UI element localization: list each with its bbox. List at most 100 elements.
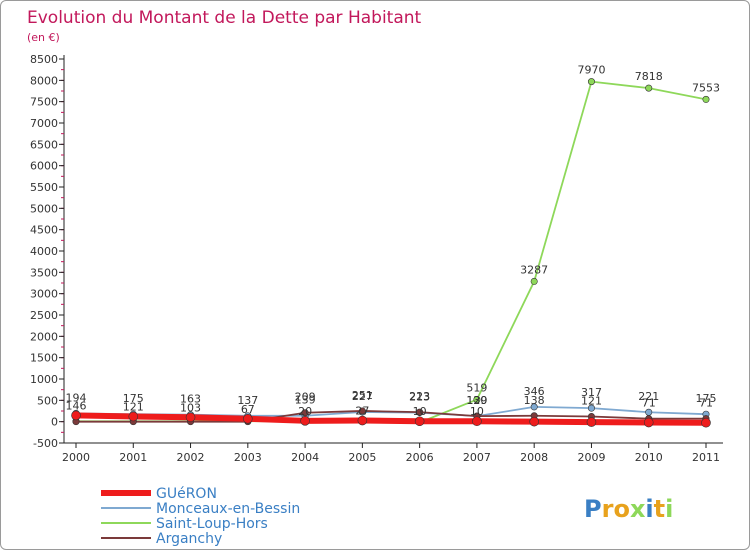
brand-letter: o: [613, 495, 630, 523]
x-tick-label: 2007: [463, 451, 491, 464]
series-line: [76, 80, 707, 424]
data-point: [529, 416, 539, 427]
data-label: 10: [413, 405, 427, 418]
data-label: 67: [241, 403, 255, 416]
y-tick-label: 4000: [30, 245, 58, 258]
brand-letter: i: [645, 495, 653, 523]
data-point: [416, 408, 424, 416]
data-point: [71, 410, 81, 421]
data-label: 221: [638, 390, 659, 403]
data-label: 213: [409, 391, 430, 404]
y-tick-label: 0: [51, 416, 58, 429]
data-point: [645, 84, 653, 92]
x-tick-label: 2000: [62, 451, 90, 464]
brand-letter: t: [654, 495, 665, 523]
series-lines: [71, 78, 711, 428]
brand-letter: P: [584, 495, 602, 523]
data-label: 139: [295, 394, 316, 407]
x-tick-label: 2010: [635, 451, 663, 464]
data-point: [300, 416, 310, 426]
legend-label: Monceaux-en-Bessin: [156, 501, 300, 517]
data-point: [587, 404, 595, 412]
data-label: 27: [355, 405, 369, 418]
data-label: 71: [699, 397, 713, 410]
data-label: 346: [524, 385, 545, 398]
data-point: [530, 277, 538, 285]
data-point: [128, 411, 139, 422]
data-label: 71: [642, 397, 656, 410]
x-tick-label: 2001: [119, 451, 147, 464]
y-tick-label: 2000: [30, 330, 58, 343]
x-tick-label: 2009: [577, 451, 605, 464]
x-tick-label: 2011: [692, 451, 720, 464]
data-label: 130: [466, 394, 487, 407]
data-label: 519: [466, 382, 487, 395]
data-label: 163: [180, 393, 201, 406]
data-point: [701, 417, 711, 428]
y-tick-label: 1500: [30, 352, 58, 365]
data-labels: 146 121 103 67 20 27 10 10 194 175 163 137 139 227 213…: [66, 64, 721, 419]
y-tick-label: 8500: [30, 53, 58, 66]
y-tick-label: 5500: [30, 181, 58, 194]
data-point: [473, 396, 481, 404]
legend-label: Arganchy: [156, 531, 222, 547]
y-tick-label: 5000: [30, 202, 58, 215]
data-label: 20: [298, 405, 312, 418]
axes: -500 0 500 1000 1500 2000 2500 3000 3500 4000 4500…: [30, 53, 723, 464]
chart-title: Evolution du Montant de la Dette par Hab…: [27, 8, 422, 28]
y-tick-label: 500: [37, 394, 58, 407]
data-label: 10: [470, 405, 484, 418]
series-line: [76, 410, 706, 423]
data-label: 121: [581, 395, 602, 408]
y-tick-label: 7500: [30, 96, 58, 109]
data-point: [587, 78, 595, 86]
data-point: [185, 412, 196, 423]
data-point: [645, 408, 653, 416]
brand-logo: Proxiti: [584, 495, 673, 523]
data-point: [472, 416, 482, 427]
y-tick-label: 3500: [30, 266, 58, 279]
brand-letter: i: [665, 495, 673, 523]
data-point: [358, 407, 366, 415]
data-label: 138: [524, 394, 545, 407]
data-label: 7818: [635, 70, 663, 83]
legend-label: Saint-Loup-Hors: [156, 516, 268, 532]
chart-subtitle: (en €): [27, 31, 60, 44]
x-tick-label: 2004: [291, 451, 319, 464]
data-point: [586, 417, 597, 427]
x-tick-label: 2005: [348, 451, 376, 464]
x-tick-label: 2008: [520, 451, 548, 464]
y-tick-label: 1000: [30, 373, 58, 386]
data-label: 251: [352, 389, 373, 402]
data-label: 3287: [520, 263, 548, 276]
series-line: [75, 412, 707, 426]
data-label: 103: [180, 401, 201, 414]
y-tick-label: 2500: [30, 309, 58, 322]
x-tick-label: 2002: [177, 451, 205, 464]
data-label: 223: [409, 390, 430, 403]
brand-text: Proxiti: [584, 495, 673, 523]
data-label: 175: [696, 392, 717, 405]
y-tick-label: 3000: [30, 288, 58, 301]
data-point: [643, 417, 654, 428]
legend: GUéRONMonceaux-en-BessinSaint-Loup-HorsA…: [101, 486, 300, 547]
y-tick-label: -500: [33, 437, 58, 450]
x-tick-label: 2003: [234, 451, 262, 464]
brand-letter: r: [602, 495, 614, 523]
y-tick-label: 6500: [30, 138, 58, 151]
x-tick-label: 2006: [406, 451, 434, 464]
data-point: [530, 403, 538, 411]
data-label: 209: [295, 391, 316, 404]
y-tick-label: 8000: [30, 74, 58, 87]
y-tick-label: 6000: [30, 160, 58, 173]
brand-letter: x: [630, 495, 646, 523]
data-label: 227: [352, 390, 373, 403]
data-point: [243, 414, 253, 424]
y-tick-label: 4500: [30, 224, 58, 237]
data-point: [357, 415, 368, 426]
data-label: 7970: [577, 64, 605, 77]
data-label: 194: [66, 391, 87, 404]
data-point: [301, 409, 309, 417]
